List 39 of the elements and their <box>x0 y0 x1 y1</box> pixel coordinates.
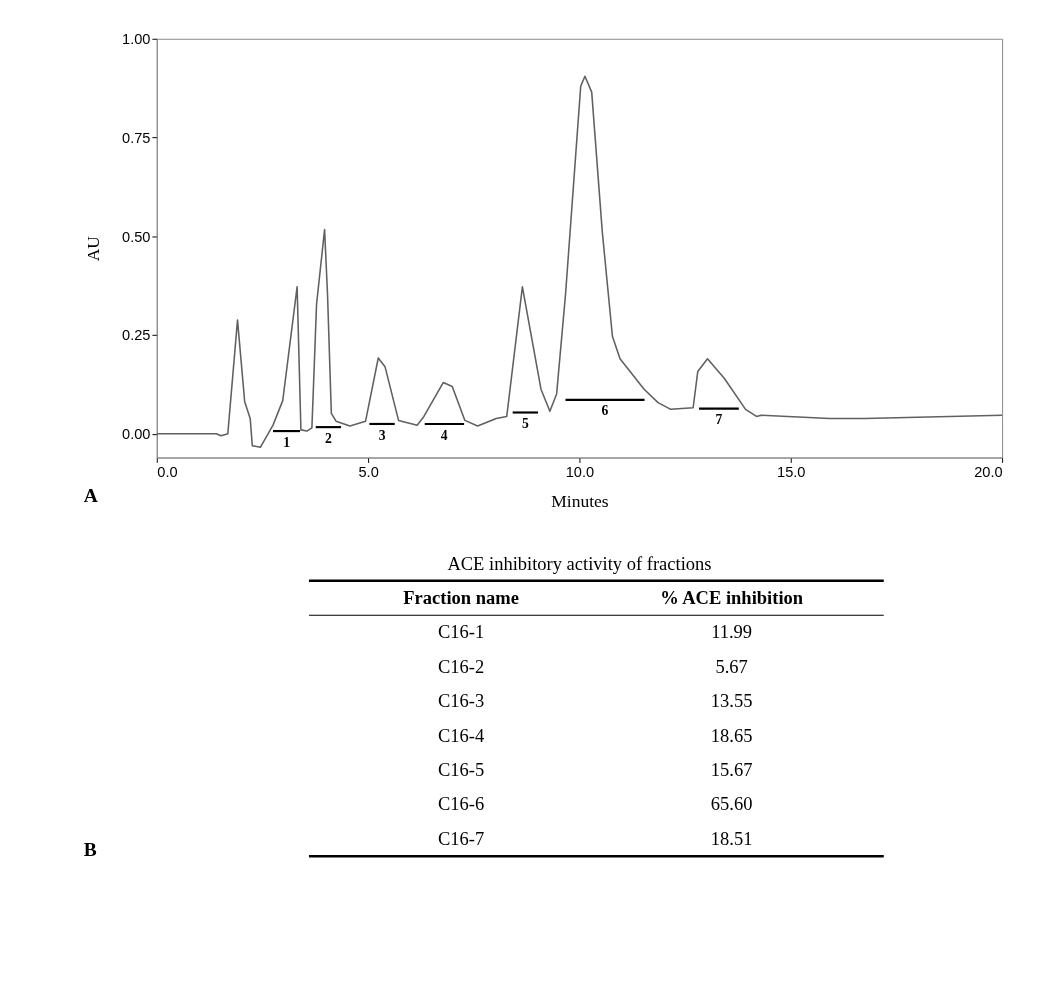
x-tick-label: 5.0 <box>358 463 379 480</box>
text: 15.67 <box>710 760 753 781</box>
category-label: C16-3 <box>437 691 485 712</box>
text: 13.55 <box>710 691 753 712</box>
y-tick-label: 0.00 <box>122 426 151 443</box>
annotation: 2 <box>324 430 332 446</box>
category-label: C16-6 <box>437 794 485 815</box>
category-label: C16-4 <box>437 725 485 746</box>
text: 11.99 <box>711 622 753 643</box>
y-tick-label: 1.00 <box>122 31 151 48</box>
category-label: C16-5 <box>437 760 485 781</box>
text: 18.51 <box>710 828 753 849</box>
annotation: 7 <box>715 412 723 428</box>
category-label: C16-1 <box>437 622 485 643</box>
text: 18.65 <box>710 725 753 746</box>
y-tick-label: 0.25 <box>122 327 151 344</box>
annotation: 6 <box>601 403 609 419</box>
annotation: 4 <box>440 427 448 443</box>
text: % ACE inhibition <box>660 587 804 608</box>
text: A <box>83 485 98 507</box>
y-axis-title: AU <box>82 235 103 262</box>
y-tick-label: 0.50 <box>122 228 151 245</box>
category-label: C16-7 <box>437 828 485 849</box>
x-tick-label: 10.0 <box>565 463 595 480</box>
x-tick-label: 0.0 <box>157 463 178 480</box>
category-label: C16-2 <box>437 656 485 677</box>
y-tick-label: 0.75 <box>122 129 151 146</box>
annotation: 1 <box>283 434 291 450</box>
x-tick-label: 20.0 <box>974 463 1003 480</box>
text: ACE inhibitory activity of fractions <box>447 553 712 574</box>
text: 5.67 <box>715 656 748 677</box>
line-series <box>156 75 1003 449</box>
x-axis-title: Minutes <box>551 490 609 511</box>
text: 65.60 <box>710 794 753 815</box>
x-tick-label: 15.0 <box>777 463 806 480</box>
text: B <box>83 838 97 860</box>
text: Fraction name <box>403 587 519 608</box>
annotation: 5 <box>521 416 529 432</box>
annotation: 3 <box>378 427 386 443</box>
